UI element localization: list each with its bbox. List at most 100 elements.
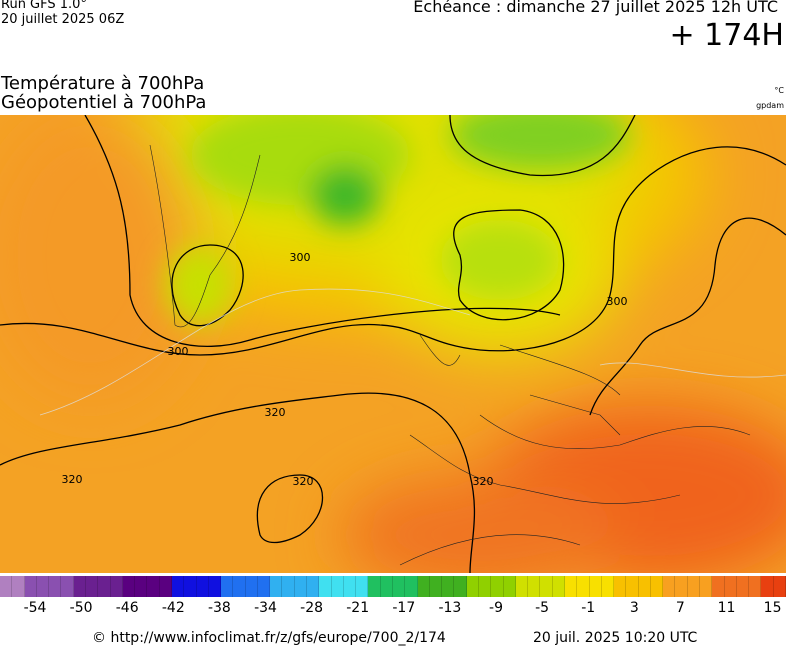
colorbar-cell [614, 576, 627, 597]
colorbar-cell [36, 576, 50, 597]
colorbar-cell [49, 576, 62, 597]
colorbar-cell [577, 576, 590, 597]
contour-label: 300 [290, 251, 311, 264]
colorbar-cell [736, 576, 750, 597]
colorbar-cell [282, 576, 295, 597]
colorbar-cell [122, 576, 136, 597]
colorbar-cell [196, 576, 209, 597]
temp-unit: °C [774, 86, 784, 95]
colorbar-cell [331, 576, 344, 597]
colorbar-cell [442, 576, 455, 597]
colorbar-cell [393, 576, 406, 597]
colorbar-cell [405, 576, 418, 597]
colorbar-cell [601, 576, 615, 597]
geo-unit: gpdam [756, 101, 784, 110]
colorbar-cell [429, 576, 443, 597]
colorbar-cell [270, 576, 283, 597]
colorbar-label: 7 [675, 600, 685, 616]
colorbar-cell [589, 576, 602, 597]
colorbar-cell [159, 576, 172, 597]
colorbar-label: -50 [69, 600, 93, 616]
map: 300 300 300 320 320 320 320 [0, 115, 786, 573]
colorbar-cell [675, 576, 688, 597]
colorbar-cell [24, 576, 37, 597]
colorbar-cell [749, 576, 762, 597]
colorbar [0, 576, 786, 597]
colorbar-label: -17 [392, 600, 416, 616]
title-temperature: Température à 700hPa [1, 73, 205, 94]
colorbar-cell [147, 576, 160, 597]
colorbar-label: -42 [161, 600, 185, 616]
colorbar-label: -34 [254, 600, 277, 616]
colorbar-cell [343, 576, 357, 597]
colorbar-cell [110, 576, 123, 597]
colorbar-cell [319, 576, 332, 597]
colorbar-cell [208, 576, 222, 597]
title-geopotential: Géopotentiel à 700hPa [1, 92, 207, 113]
forecast-time: Echéance : dimanche 27 juillet 2025 12h … [413, 0, 778, 16]
colorbar-cell [73, 576, 86, 597]
colorbar-cell [724, 576, 737, 597]
colorbar-cell [368, 576, 381, 597]
colorbar-cell [221, 576, 234, 597]
colorbar-cell [773, 576, 786, 597]
colorbar-cell [761, 576, 774, 597]
colorbar-cell [307, 576, 320, 597]
colorbar-label: -54 [23, 600, 47, 616]
colorbar-label: -46 [115, 600, 139, 616]
colorbar-cell [491, 576, 504, 597]
contour-label: 320 [265, 406, 286, 419]
colorbar-cell [135, 576, 148, 597]
colorbar-label: -13 [438, 600, 462, 616]
colorbar-cell [233, 576, 246, 597]
contour-label: 320 [62, 473, 83, 486]
colorbar-cell [61, 576, 74, 597]
colorbar-cell [294, 576, 308, 597]
colorbar-cell [257, 576, 271, 597]
colorbar-cell [687, 576, 701, 597]
colorbar-cell [503, 576, 516, 597]
colorbar-cell [564, 576, 578, 597]
colorbar-label: -9 [489, 600, 503, 616]
colorbar-cell [552, 576, 565, 597]
colorbar-cell [171, 576, 185, 597]
colorbar-cell [85, 576, 99, 597]
colorbar-label: -1 [581, 600, 596, 616]
colorbar-label: -28 [300, 600, 324, 616]
colorbar-cell [417, 576, 430, 597]
colorbar-cell [712, 576, 725, 597]
contour-label: 300 [168, 345, 189, 358]
run-label: Run GFS 1.0° [1, 0, 87, 12]
colorbar-label: -21 [346, 600, 370, 616]
colorbar-cell [12, 576, 25, 597]
colorbar-cell [540, 576, 553, 597]
lead-time: + 174H [669, 18, 785, 53]
colorbar-cell [515, 576, 529, 597]
contour-label: 300 [607, 295, 628, 308]
colorbar-label: 15 [763, 600, 782, 616]
colorbar-cell [380, 576, 393, 597]
contour-label: 320 [293, 475, 314, 488]
colorbar-cell [0, 576, 13, 597]
colorbar-cell [650, 576, 664, 597]
footer-url: © http://www.infoclimat.fr/z/gfs/europe/… [92, 630, 446, 646]
footer-timestamp: 20 juil. 2025 10:20 UTC [533, 630, 698, 646]
colorbar-label: -38 [207, 600, 231, 616]
colorbar-cell [454, 576, 467, 597]
colorbar-cell [98, 576, 111, 597]
colorbar-cell [528, 576, 541, 597]
colorbar-cell [663, 576, 676, 597]
colorbar-cell [356, 576, 369, 597]
colorbar-label: 11 [717, 600, 736, 616]
colorbar-cell [626, 576, 639, 597]
colorbar-label: 3 [629, 600, 639, 616]
colorbar-cell [466, 576, 479, 597]
colorbar-cell [700, 576, 713, 597]
colorbar-label: -5 [535, 600, 550, 616]
colorbar-cell [478, 576, 492, 597]
contour-label: 320 [473, 475, 494, 488]
colorbar-cell [245, 576, 258, 597]
run-date: 20 juillet 2025 06Z [1, 12, 125, 27]
colorbar-cell [638, 576, 651, 597]
